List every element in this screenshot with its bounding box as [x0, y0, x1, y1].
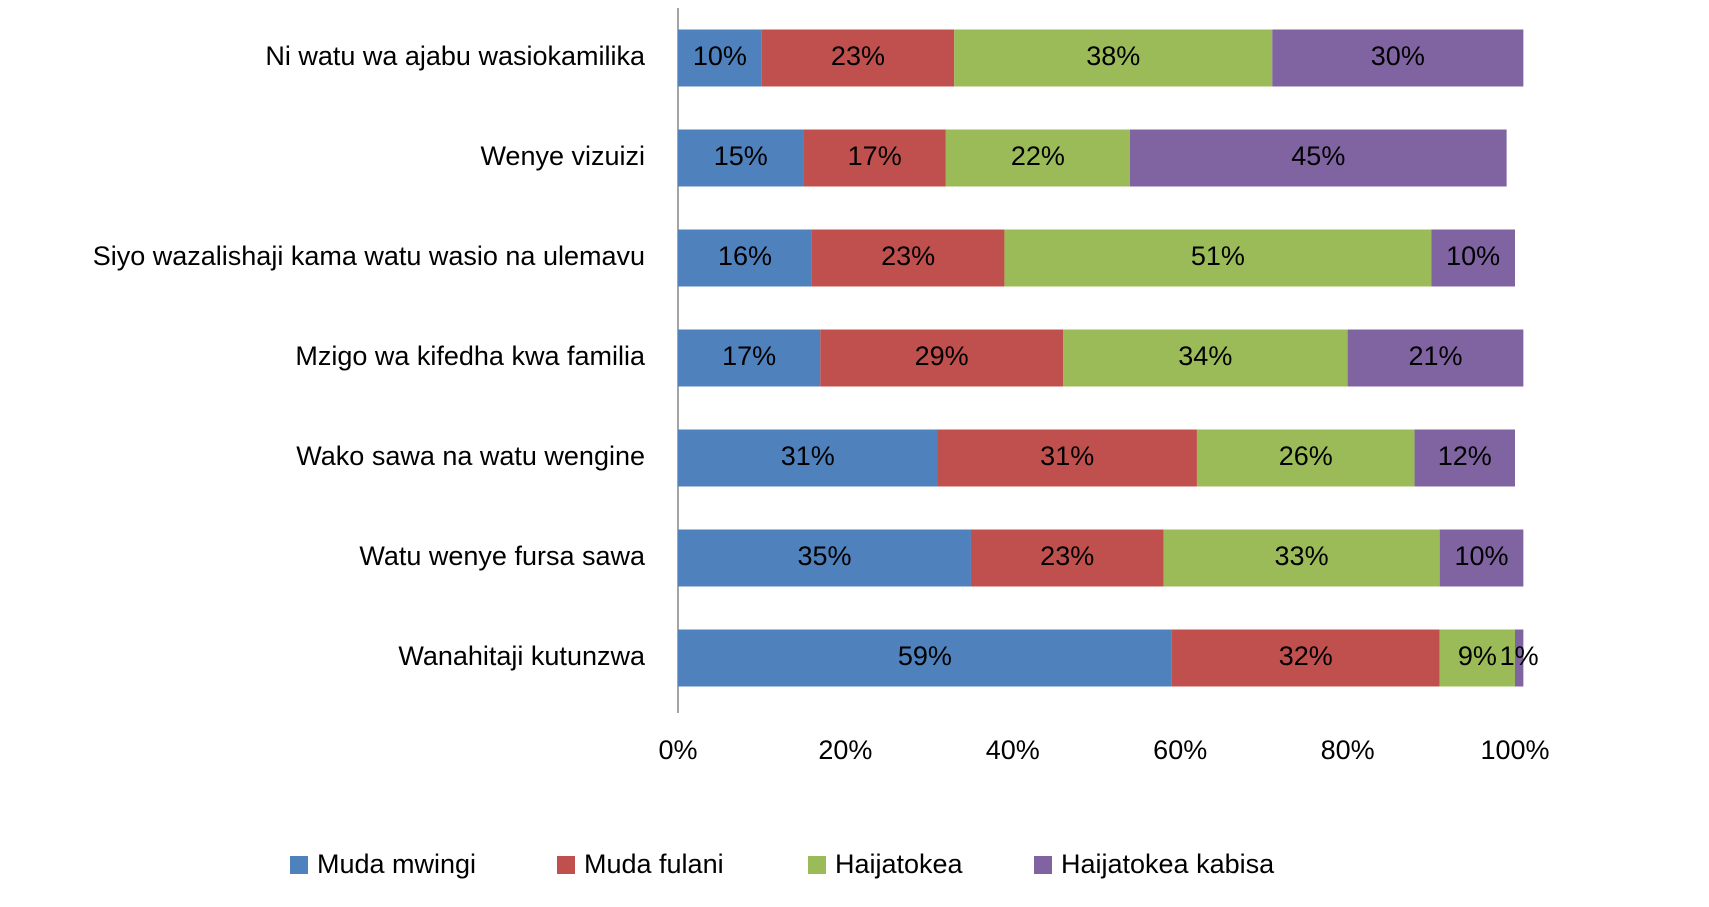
bar-segment [678, 629, 1172, 687]
x-tick-label: 80% [1321, 735, 1375, 765]
category-label: Ni watu wa ajabu wasiokamilika [265, 41, 646, 71]
bar-segment [1196, 429, 1415, 487]
value-label: 31% [781, 441, 835, 471]
bar-segment [811, 229, 1005, 287]
category-label: Siyo wazalishaji kama watu wasio na ulem… [93, 241, 645, 271]
bar-segment [803, 129, 946, 187]
value-label: 34% [1178, 341, 1232, 371]
bar-segment [1431, 229, 1515, 287]
x-tick-label: 40% [986, 735, 1040, 765]
value-label: 10% [693, 41, 747, 71]
legend-label: Muda fulani [584, 849, 724, 879]
value-label: 9% [1458, 641, 1497, 671]
category-label: Wenye vizuizi [480, 141, 645, 171]
bar-segment [678, 129, 804, 187]
value-label: 10% [1454, 541, 1508, 571]
value-label: 12% [1438, 441, 1492, 471]
value-label: 23% [881, 241, 935, 271]
legend-swatch [290, 856, 308, 874]
value-label: 15% [714, 141, 768, 171]
bar-segment [820, 329, 1064, 387]
value-label: 59% [898, 641, 952, 671]
legend-label: Haijatokea [835, 849, 964, 879]
value-label: 45% [1291, 141, 1345, 171]
x-tick-label: 60% [1153, 735, 1207, 765]
bar-segment [1129, 129, 1507, 187]
bar-segment [1063, 329, 1348, 387]
bar-segment [937, 429, 1197, 487]
value-label: 29% [915, 341, 969, 371]
bar-segment [954, 29, 1273, 87]
legend-label: Muda mwingi [317, 849, 476, 879]
bar-segment [678, 29, 762, 87]
bar-segment [1347, 329, 1524, 387]
value-label: 17% [722, 341, 776, 371]
bar-segment [761, 29, 955, 87]
bar-segment [1414, 429, 1515, 487]
bar-segment [1439, 529, 1524, 587]
bar-segment [945, 129, 1130, 187]
bar-segment [1272, 29, 1524, 87]
value-label: 17% [848, 141, 902, 171]
value-label: 23% [831, 41, 885, 71]
legend-swatch [808, 856, 826, 874]
category-label: Mzigo wa kifedha kwa familia [295, 341, 646, 371]
bar-segment [678, 229, 812, 287]
value-label: 35% [797, 541, 851, 571]
legend-swatch [557, 856, 575, 874]
bar-segment [1515, 629, 1524, 687]
x-tick-label: 20% [818, 735, 872, 765]
value-label: 23% [1040, 541, 1094, 571]
value-label: 30% [1371, 41, 1425, 71]
value-label: 16% [718, 241, 772, 271]
legend-label: Haijatokea kabisa [1061, 849, 1275, 879]
bar-segment [1004, 229, 1432, 287]
value-label: 38% [1086, 41, 1140, 71]
value-label: 10% [1446, 241, 1500, 271]
bar-segment [970, 529, 1164, 587]
value-label: 22% [1011, 141, 1065, 171]
bar-segment [1163, 529, 1440, 587]
bar-segment [678, 529, 971, 587]
category-label: Watu wenye fursa sawa [359, 541, 646, 571]
bar-segment [678, 329, 821, 387]
legend-swatch [1034, 856, 1052, 874]
category-label: Wanahitaji kutunzwa [398, 641, 646, 671]
value-label: 21% [1408, 341, 1462, 371]
value-label: 33% [1275, 541, 1329, 571]
value-label: 26% [1279, 441, 1333, 471]
x-tick-label: 100% [1480, 735, 1549, 765]
bar-segment [678, 429, 938, 487]
value-label: 31% [1040, 441, 1094, 471]
value-label: 1% [1500, 641, 1539, 671]
x-tick-label: 0% [658, 735, 697, 765]
value-label: 51% [1191, 241, 1245, 271]
category-label: Wako sawa na watu wengine [296, 441, 645, 471]
value-label: 32% [1279, 641, 1333, 671]
bar-segment [1439, 629, 1515, 687]
bar-segment [1171, 629, 1440, 687]
